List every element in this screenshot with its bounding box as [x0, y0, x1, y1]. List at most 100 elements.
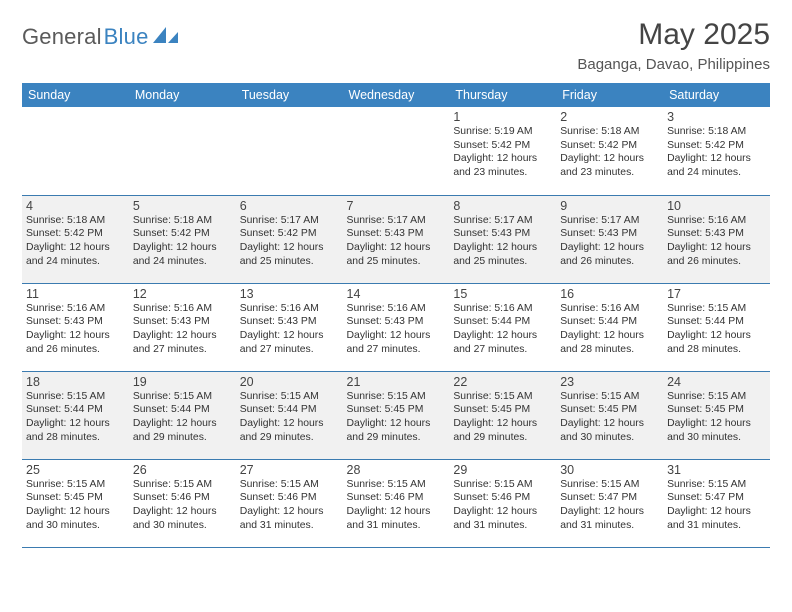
- day-info: Sunrise: 5:15 AMSunset: 5:45 PMDaylight:…: [347, 390, 446, 445]
- day-info-line: and 23 minutes.: [453, 166, 552, 180]
- calendar-cell: 31Sunrise: 5:15 AMSunset: 5:47 PMDayligh…: [663, 459, 770, 547]
- day-info-line: Sunrise: 5:15 AM: [133, 390, 232, 404]
- day-number: 7: [347, 199, 446, 213]
- day-info-line: Sunset: 5:44 PM: [667, 315, 766, 329]
- day-number: 4: [26, 199, 125, 213]
- calendar-cell: 25Sunrise: 5:15 AMSunset: 5:45 PMDayligh…: [22, 459, 129, 547]
- day-info-line: and 30 minutes.: [667, 431, 766, 445]
- day-info: Sunrise: 5:18 AMSunset: 5:42 PMDaylight:…: [133, 214, 232, 269]
- day-number: 9: [560, 199, 659, 213]
- day-info: Sunrise: 5:15 AMSunset: 5:45 PMDaylight:…: [26, 478, 125, 533]
- day-info: Sunrise: 5:16 AMSunset: 5:43 PMDaylight:…: [667, 214, 766, 269]
- day-info-line: Sunrise: 5:15 AM: [133, 478, 232, 492]
- day-info-line: Sunrise: 5:15 AM: [667, 302, 766, 316]
- day-number: 30: [560, 463, 659, 477]
- calendar-page: GeneralBlue May 2025 Baganga, Davao, Phi…: [0, 0, 792, 612]
- day-info: Sunrise: 5:18 AMSunset: 5:42 PMDaylight:…: [667, 125, 766, 180]
- day-info: Sunrise: 5:18 AMSunset: 5:42 PMDaylight:…: [26, 214, 125, 269]
- day-info-line: Daylight: 12 hours: [133, 417, 232, 431]
- calendar-cell: 7Sunrise: 5:17 AMSunset: 5:43 PMDaylight…: [343, 195, 450, 283]
- day-info-line: Sunset: 5:43 PM: [347, 227, 446, 241]
- day-info-line: Sunset: 5:46 PM: [453, 491, 552, 505]
- day-info-line: Sunset: 5:42 PM: [453, 139, 552, 153]
- calendar-cell-empty: [236, 107, 343, 195]
- day-info-line: Daylight: 12 hours: [26, 241, 125, 255]
- day-info: Sunrise: 5:15 AMSunset: 5:46 PMDaylight:…: [240, 478, 339, 533]
- calendar-cell: 24Sunrise: 5:15 AMSunset: 5:45 PMDayligh…: [663, 371, 770, 459]
- day-info: Sunrise: 5:15 AMSunset: 5:44 PMDaylight:…: [240, 390, 339, 445]
- day-info: Sunrise: 5:15 AMSunset: 5:47 PMDaylight:…: [560, 478, 659, 533]
- day-info-line: Daylight: 12 hours: [240, 417, 339, 431]
- day-info-line: Daylight: 12 hours: [667, 329, 766, 343]
- day-info-line: Sunrise: 5:19 AM: [453, 125, 552, 139]
- day-info-line: and 26 minutes.: [667, 255, 766, 269]
- day-info-line: and 31 minutes.: [453, 519, 552, 533]
- day-info-line: Daylight: 12 hours: [347, 329, 446, 343]
- day-number: 10: [667, 199, 766, 213]
- sail-icon: [153, 25, 179, 50]
- day-info-line: Sunset: 5:43 PM: [667, 227, 766, 241]
- calendar-cell: 23Sunrise: 5:15 AMSunset: 5:45 PMDayligh…: [556, 371, 663, 459]
- day-info-line: Daylight: 12 hours: [347, 241, 446, 255]
- day-info-line: Sunrise: 5:15 AM: [453, 390, 552, 404]
- day-info-line: and 25 minutes.: [240, 255, 339, 269]
- day-number: 17: [667, 287, 766, 301]
- day-info-line: Sunset: 5:44 PM: [26, 403, 125, 417]
- day-number: 15: [453, 287, 552, 301]
- calendar-week-row: 25Sunrise: 5:15 AMSunset: 5:45 PMDayligh…: [22, 459, 770, 547]
- day-info: Sunrise: 5:17 AMSunset: 5:42 PMDaylight:…: [240, 214, 339, 269]
- day-number: 16: [560, 287, 659, 301]
- day-info-line: Sunrise: 5:16 AM: [240, 302, 339, 316]
- brand-text-right: Blue: [104, 24, 149, 50]
- day-info-line: and 29 minutes.: [133, 431, 232, 445]
- day-info-line: Sunrise: 5:17 AM: [453, 214, 552, 228]
- calendar-cell: 5Sunrise: 5:18 AMSunset: 5:42 PMDaylight…: [129, 195, 236, 283]
- day-number: 13: [240, 287, 339, 301]
- day-info-line: and 27 minutes.: [453, 343, 552, 357]
- day-info: Sunrise: 5:15 AMSunset: 5:44 PMDaylight:…: [667, 302, 766, 357]
- day-number: 28: [347, 463, 446, 477]
- calendar-cell: 18Sunrise: 5:15 AMSunset: 5:44 PMDayligh…: [22, 371, 129, 459]
- day-number: 8: [453, 199, 552, 213]
- day-info-line: Daylight: 12 hours: [240, 329, 339, 343]
- day-info-line: Daylight: 12 hours: [26, 417, 125, 431]
- day-info-line: Sunrise: 5:18 AM: [26, 214, 125, 228]
- day-info-line: Daylight: 12 hours: [347, 417, 446, 431]
- day-info-line: and 25 minutes.: [453, 255, 552, 269]
- calendar-cell: 1Sunrise: 5:19 AMSunset: 5:42 PMDaylight…: [449, 107, 556, 195]
- day-info-line: and 30 minutes.: [560, 431, 659, 445]
- day-info-line: Daylight: 12 hours: [453, 241, 552, 255]
- day-info-line: Sunrise: 5:18 AM: [133, 214, 232, 228]
- day-info-line: Sunset: 5:43 PM: [347, 315, 446, 329]
- day-info-line: and 29 minutes.: [240, 431, 339, 445]
- day-info-line: Sunset: 5:42 PM: [26, 227, 125, 241]
- calendar-cell: 27Sunrise: 5:15 AMSunset: 5:46 PMDayligh…: [236, 459, 343, 547]
- day-info: Sunrise: 5:16 AMSunset: 5:43 PMDaylight:…: [26, 302, 125, 357]
- day-info-line: and 26 minutes.: [560, 255, 659, 269]
- day-info-line: Sunset: 5:44 PM: [133, 403, 232, 417]
- day-info-line: Sunrise: 5:15 AM: [667, 390, 766, 404]
- day-info-line: Sunset: 5:46 PM: [133, 491, 232, 505]
- day-info-line: and 26 minutes.: [26, 343, 125, 357]
- day-info-line: and 27 minutes.: [133, 343, 232, 357]
- calendar-cell: 22Sunrise: 5:15 AMSunset: 5:45 PMDayligh…: [449, 371, 556, 459]
- day-info-line: Sunrise: 5:17 AM: [240, 214, 339, 228]
- day-info-line: Daylight: 12 hours: [453, 329, 552, 343]
- day-info-line: and 24 minutes.: [133, 255, 232, 269]
- day-info-line: and 24 minutes.: [26, 255, 125, 269]
- day-info-line: and 29 minutes.: [453, 431, 552, 445]
- calendar-cell: 29Sunrise: 5:15 AMSunset: 5:46 PMDayligh…: [449, 459, 556, 547]
- day-number: 26: [133, 463, 232, 477]
- day-header: Wednesday: [343, 83, 450, 107]
- day-info: Sunrise: 5:19 AMSunset: 5:42 PMDaylight:…: [453, 125, 552, 180]
- day-header: Friday: [556, 83, 663, 107]
- day-info: Sunrise: 5:15 AMSunset: 5:46 PMDaylight:…: [453, 478, 552, 533]
- day-info-line: Daylight: 12 hours: [560, 417, 659, 431]
- day-info-line: Sunrise: 5:15 AM: [347, 478, 446, 492]
- day-info-line: Daylight: 12 hours: [560, 505, 659, 519]
- day-info-line: Sunrise: 5:17 AM: [560, 214, 659, 228]
- day-info-line: Sunrise: 5:15 AM: [240, 478, 339, 492]
- day-info: Sunrise: 5:16 AMSunset: 5:43 PMDaylight:…: [133, 302, 232, 357]
- day-info-line: Sunrise: 5:15 AM: [347, 390, 446, 404]
- day-number: 22: [453, 375, 552, 389]
